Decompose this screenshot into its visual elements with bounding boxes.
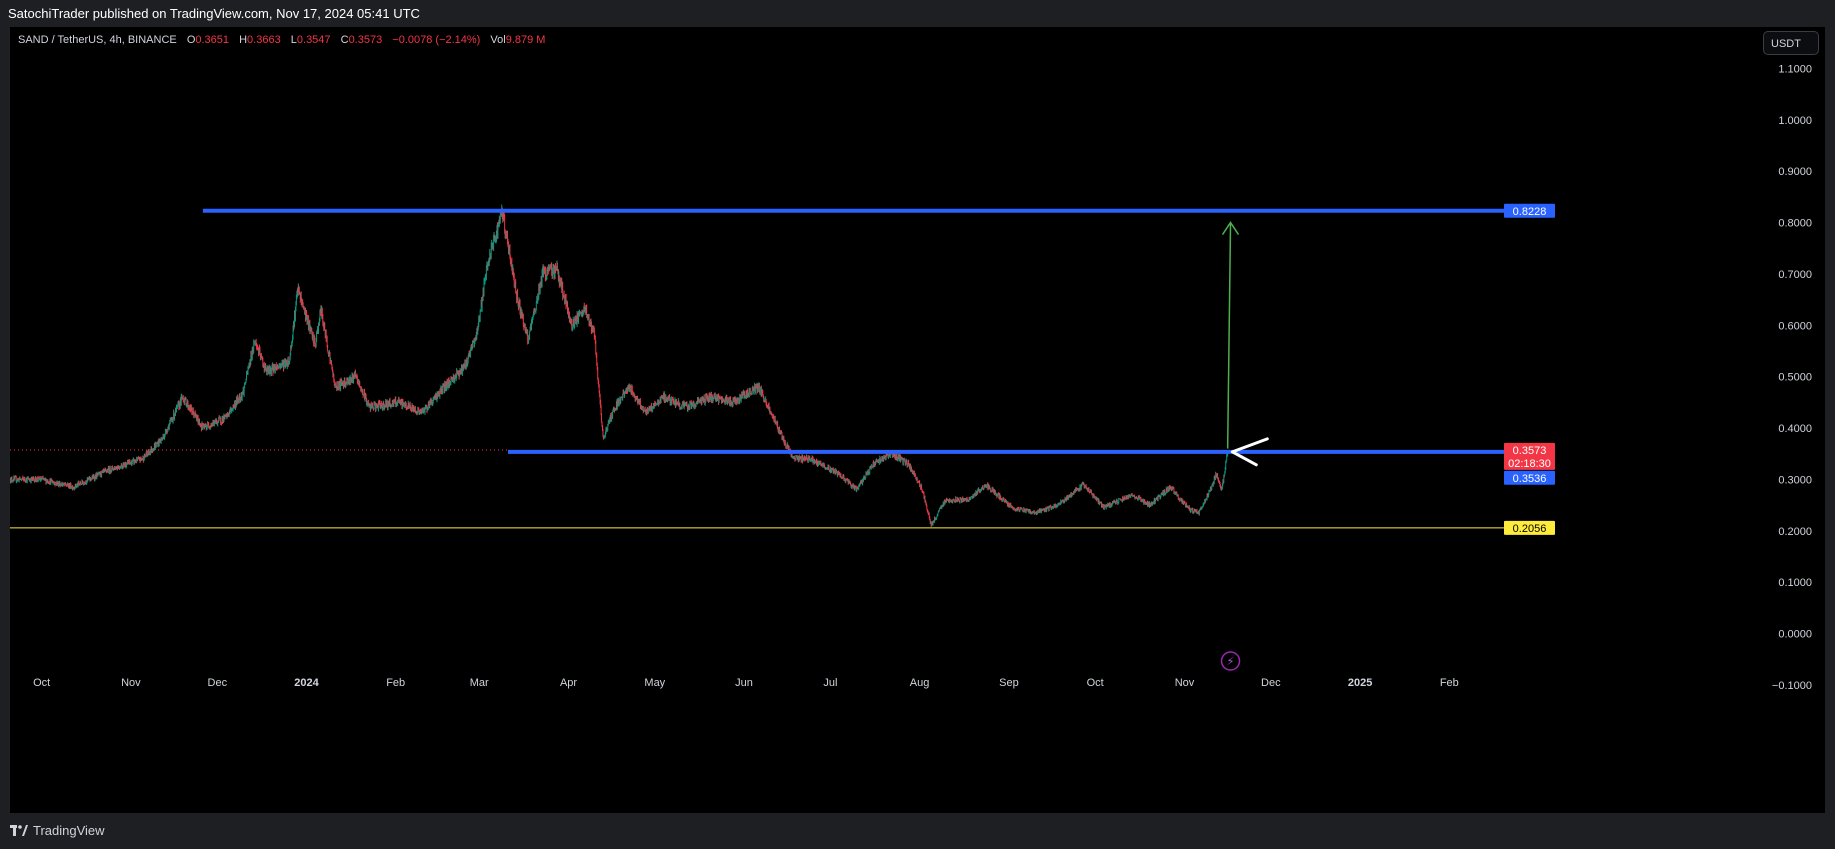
projection-arrow-line	[1226, 222, 1232, 449]
price-axis-label: 0.1000	[1778, 577, 1812, 589]
close-label: C	[340, 34, 349, 46]
high-value: 0.3663	[247, 34, 281, 46]
low-label: L	[290, 34, 297, 46]
low-value: 0.3547	[296, 34, 331, 46]
open-value: 0.3651	[195, 34, 230, 46]
publish-info: SatochiTrader published on TradingView.c…	[8, 6, 420, 21]
price-axis-label: 0.8000	[1778, 218, 1812, 230]
time-axis-label: Aug	[910, 677, 930, 689]
time-axis-label: Nov	[1175, 677, 1195, 689]
level-price-tag-text: 0.3536	[1513, 473, 1547, 485]
bottom-bar: TradingView	[0, 813, 1835, 849]
price-axis: 1.1000 1.0000 0.9000 0.8000 0.7000 0.6000 0.50…	[1772, 63, 1812, 692]
price-axis-label: 0.5000	[1778, 372, 1812, 384]
price-axis-label: 0.3000	[1778, 474, 1812, 486]
level-price-tag-bg	[1504, 470, 1555, 485]
price-axis-label: 0.0000	[1778, 629, 1812, 641]
last-price-tag-text: 02:18:30	[1508, 458, 1551, 470]
time-axis-label: Oct	[1087, 677, 1104, 689]
annotations: ⚡	[1220, 221, 1269, 671]
time-axis-label: 2025	[1348, 677, 1372, 689]
close-value: 0.3573	[348, 34, 383, 46]
level-price-tag: 0.8228	[1504, 203, 1555, 218]
price-axis-label: 0.4000	[1778, 423, 1812, 435]
symbol-title[interactable]: SAND / TetherUS, 4h, BINANCE	[18, 34, 177, 46]
candles	[10, 204, 1229, 527]
time-axis-label: Apr	[560, 677, 577, 689]
time-axis-label: Dec	[1261, 677, 1281, 689]
price-axis-label: 0.2000	[1778, 526, 1812, 538]
time-axis-label: Dec	[208, 677, 228, 689]
time-axis-label: Nov	[121, 677, 141, 689]
last-price-tag-bg	[1504, 442, 1555, 470]
level-price-tag-bg	[1504, 203, 1555, 218]
time-axis-label: Jul	[823, 677, 837, 689]
lightning-icon: ⚡	[1227, 655, 1235, 668]
change-value: −0.0078 (−2.14%)	[392, 34, 481, 46]
time-axis-label: Mar	[470, 677, 489, 689]
currency-button[interactable]: USDT	[1763, 31, 1819, 55]
price-axis-label: 0.7000	[1778, 269, 1812, 281]
time-axis-label: Sep	[999, 677, 1019, 689]
tradingview-logo[interactable]: TradingView	[10, 823, 105, 838]
horizontal-levels	[10, 208, 1504, 529]
support-price-tag-bg	[1504, 520, 1555, 535]
open-label: O	[186, 34, 196, 46]
price-axis-label: 1.0000	[1778, 115, 1812, 127]
price-axis-label: 0.9000	[1778, 166, 1812, 178]
time-axis-label: Oct	[33, 677, 50, 689]
pointer-arrow	[1230, 437, 1269, 467]
high-label: H	[239, 34, 248, 46]
time-axis-label: May	[644, 677, 665, 689]
price-axis-label: 0.6000	[1778, 320, 1812, 332]
price-axis-label: 1.1000	[1778, 63, 1812, 75]
time-axis-label: 2024	[294, 677, 319, 689]
symbol-legend: SAND / TetherUS, 4h, BINANCE O0.3651 H0.…	[18, 34, 552, 46]
volume-value: 9.879 M	[505, 34, 546, 46]
projection-arrow-head	[1221, 221, 1240, 235]
chart-pane[interactable]: ⚡ 1.1000 1.0000 0.9000 0.8000 0.7000 0.6000 0.…	[10, 27, 1825, 813]
time-axis: Oct Nov Dec 2024 Feb Mar Apr May Jun Jul Aug Sep Oct…	[33, 677, 1459, 689]
last-price-tag-text: 0.3573	[1513, 445, 1547, 457]
support-price-tag-text: 0.2056	[1513, 523, 1547, 535]
price-chart[interactable]: ⚡ 1.1000 1.0000 0.9000 0.8000 0.7000 0.6000 0.…	[10, 27, 1825, 813]
time-axis-label: Feb	[1440, 677, 1459, 689]
time-axis-label: Jun	[735, 677, 753, 689]
events-circle	[1220, 651, 1241, 671]
top-bar: SatochiTrader published on TradingView.c…	[0, 0, 1835, 27]
time-axis-label: Feb	[386, 677, 405, 689]
tradingview-brand: TradingView	[33, 823, 105, 838]
price-axis-label: −0.1000	[1772, 680, 1812, 692]
tradingview-logo-icon	[10, 825, 28, 836]
level-price-tag: 0.3536	[1504, 470, 1555, 485]
volume-label: Vol	[490, 34, 506, 46]
level-price-tag-text: 0.8228	[1513, 206, 1547, 218]
support-price-tag: 0.2056	[1504, 520, 1555, 535]
